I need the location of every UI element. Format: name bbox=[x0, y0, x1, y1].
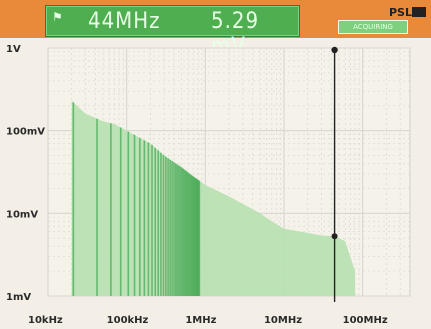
cursor-frequency: 44MHz bbox=[88, 9, 161, 34]
x-tick-label: 10kHz bbox=[28, 315, 63, 326]
cursor-readout-box: ⚑ 44MHz 5.29 mV bbox=[45, 5, 300, 59]
marker-flag-icon: ⚑ bbox=[52, 10, 63, 24]
spectrum-plot: 1V 100mV 10mV 1mV bbox=[6, 44, 411, 303]
top-bar: ⚑ 44MHz 5.29 mV PSL ACQUIRING bbox=[0, 0, 431, 59]
x-tick-label: 100MHz bbox=[342, 315, 388, 326]
cursor-level: 5.29 mV bbox=[211, 9, 260, 59]
cursor-top-marker bbox=[331, 46, 338, 54]
y-tick-label: 10mV bbox=[6, 209, 38, 220]
x-tick-label: 10MHz bbox=[263, 315, 303, 326]
y-tick-label: 100mV bbox=[6, 127, 45, 138]
battery-icon bbox=[412, 7, 426, 17]
x-tick-label: 100kHz bbox=[106, 315, 149, 326]
status-indicator: PSL bbox=[389, 6, 412, 19]
y-tick-label: 1V bbox=[6, 44, 21, 55]
x-axis: 10kHz 100kHz 1MHz 10MHz 100MHz bbox=[0, 314, 431, 329]
x-tick-label: 1MHz bbox=[185, 315, 217, 326]
status-chip: ACQUIRING bbox=[338, 20, 408, 34]
spectrum-envelope-fill bbox=[71, 100, 356, 297]
cursor-point bbox=[331, 233, 338, 240]
y-tick-label: 1mV bbox=[6, 292, 31, 303]
